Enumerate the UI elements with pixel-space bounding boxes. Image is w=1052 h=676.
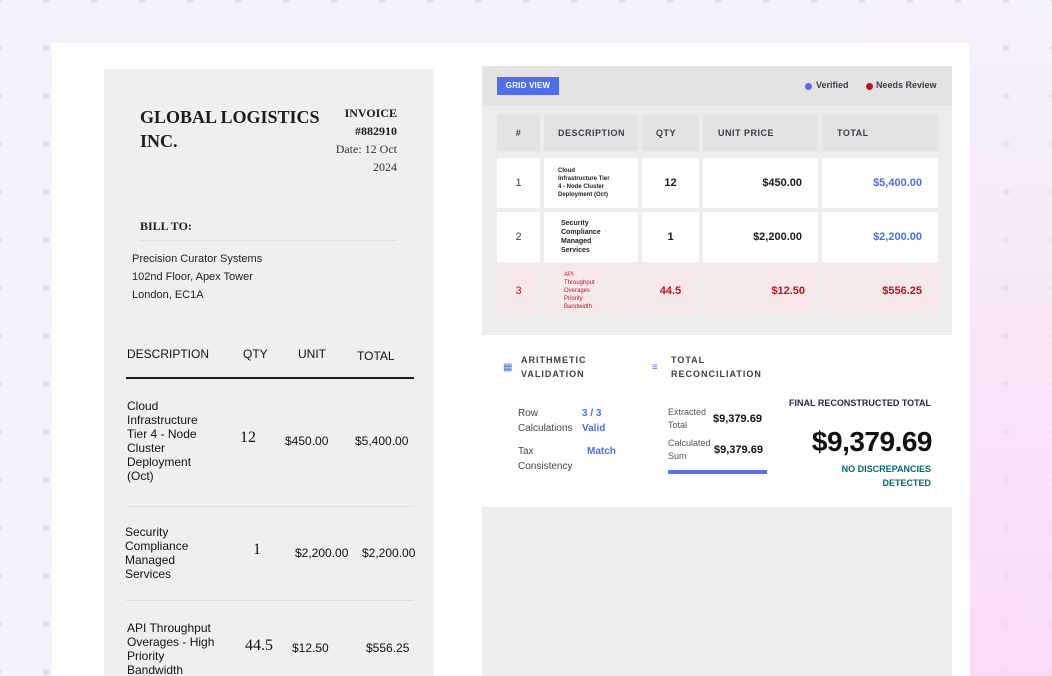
row-total: $2,200.00 — [362, 546, 416, 560]
divider — [140, 240, 397, 241]
row-description: Security Compliance Managed Services — [125, 525, 189, 581]
invoice-date-year: 2024 — [373, 160, 397, 174]
value-line: 3 / 3 — [582, 408, 602, 419]
grid-cell-num[interactable]: 2 — [497, 212, 540, 262]
row-divider — [126, 600, 414, 601]
column-header-unit: UNIT — [298, 347, 326, 361]
grid-cell-num[interactable]: 3 — [497, 266, 540, 316]
final-total-value: $9,379.69 — [811, 426, 933, 457]
legend-verified: Verified — [816, 80, 849, 90]
grid-cell-unit-price[interactable]: $2,200.00 — [703, 212, 818, 262]
row-divider — [126, 506, 414, 507]
column-header-qty: QTY — [243, 347, 268, 361]
legend-needs-review: Needs Review — [876, 80, 937, 90]
label-line: Calculations — [518, 423, 573, 434]
grid-header-description: DESCRIPTION — [544, 115, 638, 151]
arithmetic-validation-title: ARITHMETIC VALIDATION — [521, 353, 587, 381]
total-reconciliation-title: TOTAL RECONCILIATION — [671, 353, 762, 381]
tax-consistency-value: Match — [587, 446, 616, 457]
title-line: ARITHMETIC — [521, 355, 587, 365]
label-line: Row — [518, 408, 539, 419]
calculator-icon: ▦ — [503, 362, 513, 373]
grid-cell-description-text: Cloud Infrastructure Tier 4 - Node Clust… — [558, 168, 610, 198]
grid-cell-description-text: API Throughput Overages Priority Bandwid… — [564, 272, 595, 310]
grid-header-qty: QTY — [642, 115, 699, 151]
address-line: Precision Curator Systems — [132, 253, 263, 265]
title-line: VALIDATION — [521, 369, 585, 379]
title-line: TOTAL — [671, 355, 706, 365]
grid-header-total: TOTAL — [822, 115, 938, 151]
grid-cell-description[interactable]: Security Compliance Managed Services — [544, 212, 638, 262]
title-line: RECONCILIATION — [671, 369, 762, 379]
address-line: 102nd Floor, Apex Tower — [132, 271, 253, 283]
analysis-panel: GRID VIEW Verified Needs Review # DESCRI… — [482, 66, 952, 676]
bill-to-label: BILL TO: — [140, 219, 192, 233]
invoice-document: GLOBAL LOGISTICS INC. INVOICE #882910 Da… — [104, 69, 434, 676]
label-line: Consistency — [518, 461, 573, 472]
address-line: London, EC1A — [132, 289, 204, 301]
extracted-total-value: $9,379.69 — [713, 413, 762, 425]
grid-cell-description[interactable]: API Throughput Overages Priority Bandwid… — [544, 266, 638, 316]
row-unit: $450.00 — [285, 434, 329, 448]
compare-icon: ≡ — [652, 362, 658, 373]
label-line: Total — [668, 420, 688, 430]
company-name: GLOBAL LOGISTICS INC. — [140, 107, 320, 151]
toolbar: GRID VIEW Verified Needs Review — [482, 66, 952, 106]
label-line: Tax — [518, 446, 534, 457]
discrepancy-status: NO DISCREPANCIES DETECTED — [841, 464, 931, 488]
invoice-meta: INVOICE #882910 Date: 12 Oct 2024 — [336, 104, 397, 176]
reconciliation-progress-bar — [668, 470, 767, 474]
invoice-date: Date: 12 Oct — [335, 142, 397, 156]
grid-cell-qty[interactable]: 12 — [642, 158, 699, 208]
tax-consistency-label: Tax Consistency — [518, 444, 572, 474]
value-line: Valid — [582, 423, 606, 434]
grid-view-button[interactable]: GRID VIEW — [497, 77, 559, 95]
grid-cell-unit-price[interactable]: $12.50 — [703, 266, 818, 316]
grid-cell-description-text: Security Compliance Managed Services — [561, 220, 601, 254]
header-divider — [126, 377, 414, 379]
row-unit: $2,200.00 — [295, 546, 349, 560]
row-total: $556.25 — [366, 641, 410, 655]
invoice-label: INVOICE — [344, 106, 397, 120]
grid-cell-description[interactable]: Cloud Infrastructure Tier 4 - Node Clust… — [544, 158, 638, 208]
label-line: Sum — [668, 451, 687, 461]
bill-to-address: Precision Curator Systems 102nd Floor, A… — [132, 250, 262, 304]
extracted-total-label: Extracted Total — [668, 406, 706, 432]
calculated-sum-label: Calculated Sum — [668, 437, 711, 463]
row-qty: 44.5 — [245, 637, 273, 654]
grid-cell-unit-price[interactable]: $450.00 — [703, 158, 818, 208]
grid-cell-qty[interactable]: 1 — [642, 212, 699, 262]
grid-cell-total[interactable]: $2,200.00 — [822, 212, 938, 262]
row-description: API Throughput Overages - High Priority … — [127, 621, 215, 676]
column-header-description: DESCRIPTION — [127, 347, 210, 361]
row-total: $5,400.00 — [355, 434, 409, 448]
row-qty: 1 — [253, 541, 261, 558]
row-calculations-value: 3 / 3 Valid — [582, 406, 605, 436]
row-unit: $12.50 — [292, 641, 329, 655]
label-line: Calculated — [668, 438, 711, 448]
label-line: Extracted — [668, 407, 707, 417]
grid-header-unit-price: UNIT PRICE — [703, 115, 818, 151]
grid-cell-num[interactable]: 1 — [497, 158, 540, 208]
verified-dot-icon — [805, 83, 812, 90]
column-header-total: TOTAL — [357, 349, 395, 363]
needs-review-dot-icon — [866, 83, 873, 90]
grid-header-num: # — [497, 115, 540, 151]
grid-cell-qty[interactable]: 44.5 — [642, 266, 699, 316]
row-calculations-label: Row Calculations — [518, 406, 572, 436]
row-qty: 12 — [240, 429, 256, 446]
calculated-sum-value: $9,379.69 — [714, 444, 763, 456]
invoice-number: #882910 — [355, 124, 397, 138]
grid-cell-total[interactable]: $5,400.00 — [822, 158, 938, 208]
row-description: Cloud Infrastructure Tier 4 - Node Clust… — [127, 399, 198, 483]
grid-cell-total[interactable]: $556.25 — [822, 266, 938, 316]
validation-summary: ▦ ARITHMETIC VALIDATION ≡ TOTAL RECONCIL… — [482, 335, 952, 507]
final-total-label: FINAL RECONSTRUCTED TOTAL — [789, 398, 931, 408]
